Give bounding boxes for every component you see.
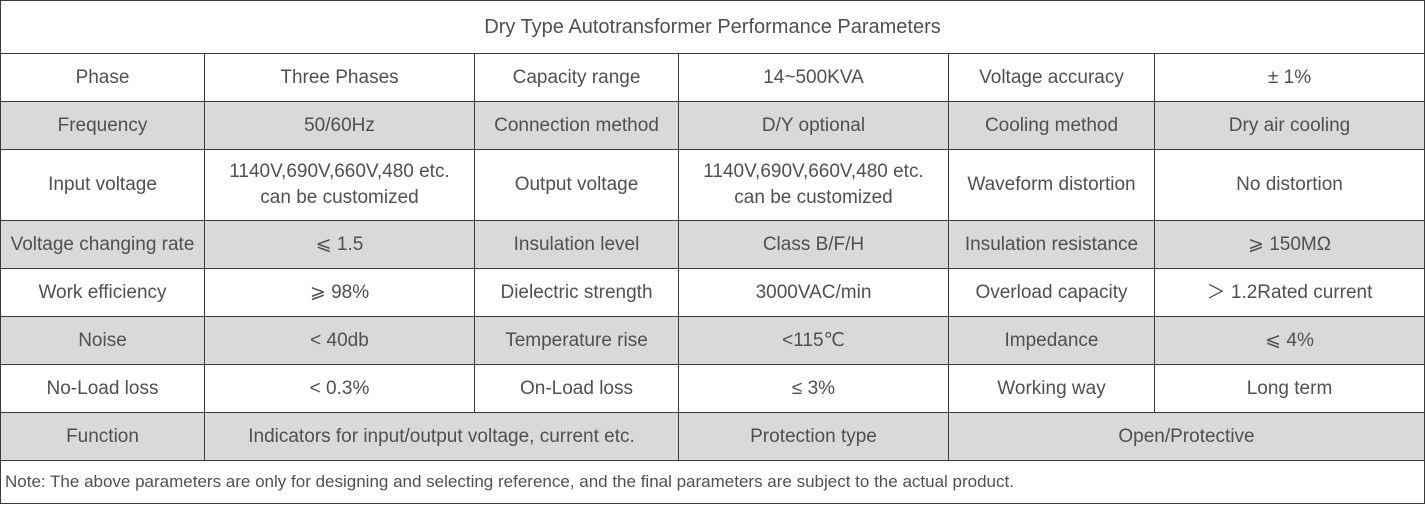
param-label: Waveform distortion: [948, 149, 1155, 221]
param-value: No distortion: [1153, 149, 1425, 221]
param-value: 50/60Hz: [204, 101, 475, 150]
param-label: Voltage changing rate: [0, 220, 205, 269]
table-row: Voltage changing rate ⩽ 1.5 Insulation l…: [0, 220, 1425, 269]
param-label: Insulation resistance: [948, 220, 1155, 269]
table-note: Note: The above parameters are only for …: [0, 460, 1425, 504]
param-value: ＞ 1.2Rated current: [1153, 268, 1425, 317]
param-value: 3000VAC/min: [678, 268, 949, 317]
param-value: ± 1%: [1153, 53, 1425, 102]
table-row: Function Indicators for input/output vol…: [0, 412, 1425, 461]
table-row: Work efficiency ⩾ 98% Dielectric strengt…: [0, 268, 1425, 317]
param-value: 1140V,690V,660V,480 etc. can be customiz…: [678, 149, 949, 221]
param-label: Connection method: [474, 101, 679, 150]
performance-table: Dry Type Autotransformer Performance Par…: [0, 0, 1425, 504]
param-label: No-Load loss: [0, 364, 205, 413]
param-label: Overload capacity: [948, 268, 1155, 317]
param-value: D/Y optional: [678, 101, 949, 150]
param-value: ⩾ 98%: [204, 268, 475, 317]
param-label: Temperature rise: [474, 316, 679, 365]
param-value: ⩾ 150MΩ: [1153, 220, 1425, 269]
param-label: Cooling method: [948, 101, 1155, 150]
param-value: Open/Protective: [947, 412, 1425, 461]
param-value: Three Phases: [204, 53, 475, 102]
param-label: Working way: [948, 364, 1155, 413]
param-value: < 40db: [204, 316, 475, 365]
param-label: Protection type: [678, 412, 949, 461]
param-label: Dielectric strength: [474, 268, 679, 317]
param-label: Voltage accuracy: [948, 53, 1155, 102]
table-title: Dry Type Autotransformer Performance Par…: [0, 0, 1425, 54]
param-value-line: can be customized: [260, 187, 419, 208]
param-label: Impedance: [948, 316, 1155, 365]
param-label: Function: [0, 412, 205, 461]
param-value-line: 1140V,690V,660V,480 etc.: [703, 161, 924, 182]
param-label: On-Load loss: [474, 364, 679, 413]
param-label: Phase: [0, 53, 205, 102]
param-value: Dry air cooling: [1153, 101, 1425, 150]
param-label: Insulation level: [474, 220, 679, 269]
table-row: Phase Three Phases Capacity range 14~500…: [0, 53, 1425, 102]
param-value: < 0.3%: [204, 364, 475, 413]
table-row: Noise < 40db Temperature rise <115℃ Impe…: [0, 316, 1425, 365]
table-row: Frequency 50/60Hz Connection method D/Y …: [0, 101, 1425, 150]
param-value: ⩽ 1.5: [204, 220, 475, 269]
table-row: No-Load loss < 0.3% On-Load loss ≤ 3% Wo…: [0, 364, 1425, 413]
param-value: Indicators for input/output voltage, cur…: [204, 412, 679, 461]
param-label: Output voltage: [474, 149, 679, 221]
param-value-line: 1140V,690V,660V,480 etc.: [229, 161, 450, 182]
param-label: Frequency: [0, 101, 205, 150]
table-row: Input voltage 1140V,690V,660V,480 etc. c…: [0, 149, 1425, 221]
param-label: Work efficiency: [0, 268, 205, 317]
param-value: ≤ 3%: [678, 364, 949, 413]
param-value: Class B/F/H: [678, 220, 949, 269]
param-value: <115℃: [678, 316, 949, 365]
param-label: Input voltage: [0, 149, 205, 221]
param-value-line: can be customized: [734, 187, 893, 208]
param-value: Long term: [1153, 364, 1425, 413]
param-value: 1140V,690V,660V,480 etc. can be customiz…: [204, 149, 475, 221]
param-label: Capacity range: [474, 53, 679, 102]
param-value: ⩽ 4%: [1153, 316, 1425, 365]
param-value: 14~500KVA: [678, 53, 949, 102]
param-label: Noise: [0, 316, 205, 365]
